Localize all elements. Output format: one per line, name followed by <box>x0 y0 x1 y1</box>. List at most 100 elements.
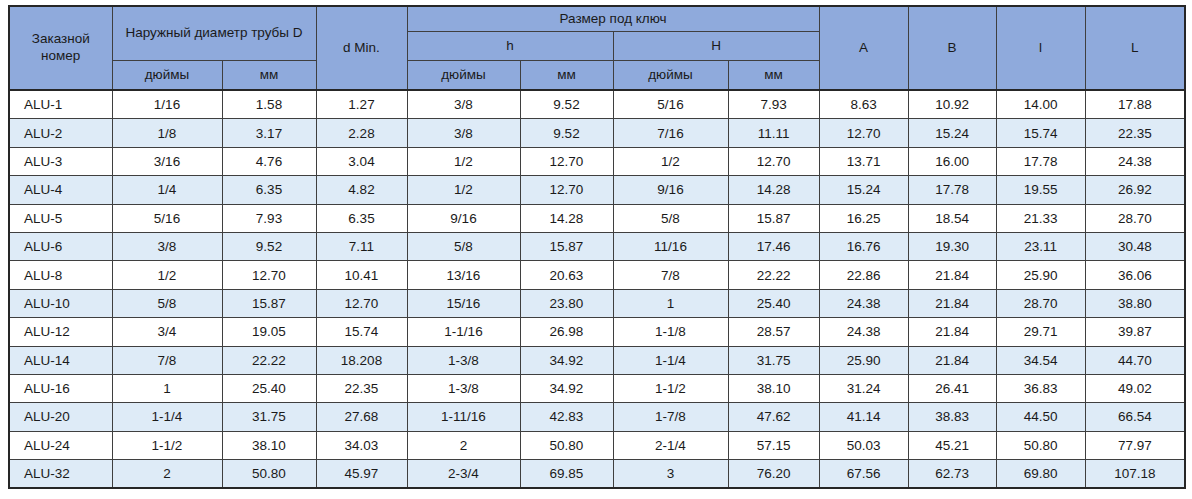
table-body: ALU-11/161.581.273/89.525/167.938.6310.9… <box>9 90 1185 488</box>
value-cell: 3/8 <box>407 119 520 147</box>
value-cell: 28.57 <box>728 318 819 346</box>
value-cell: 9.52 <box>222 232 316 260</box>
table-row: ALU-147/822.2218.2081-3/834.921-1/431.75… <box>9 346 1185 374</box>
table-row: ALU-32250.8045.972-3/469.85376.2067.5662… <box>9 460 1185 489</box>
value-cell: 7.93 <box>728 90 819 119</box>
value-cell: 21.84 <box>908 346 996 374</box>
value-cell: 10.92 <box>908 90 996 119</box>
table-row: ALU-33/164.763.041/212.701/212.7013.7116… <box>9 147 1185 175</box>
value-cell: 20.63 <box>520 261 613 289</box>
value-cell: 16.76 <box>819 232 908 260</box>
value-cell: 26.92 <box>1085 176 1185 204</box>
value-cell: 4.82 <box>316 176 407 204</box>
value-cell: 67.56 <box>819 460 908 489</box>
value-cell: 23.80 <box>520 289 613 317</box>
value-cell: 23.11 <box>996 232 1085 260</box>
value-cell: 25.90 <box>819 346 908 374</box>
order-number-cell: ALU-32 <box>9 460 112 489</box>
order-number-cell: ALU-10 <box>9 289 112 317</box>
value-cell: 12.70 <box>819 119 908 147</box>
value-cell: 11/16 <box>613 232 728 260</box>
value-cell: 44.70 <box>1085 346 1185 374</box>
page: Заказной номер Наружный диаметр трубы D … <box>0 0 1192 499</box>
value-cell: 15/16 <box>407 289 520 317</box>
value-cell: 3.17 <box>222 119 316 147</box>
value-cell: 34.03 <box>316 431 407 459</box>
table-row: ALU-63/89.527.115/815.8711/1617.4616.761… <box>9 232 1185 260</box>
value-cell: 10.41 <box>316 261 407 289</box>
value-cell: 66.54 <box>1085 403 1185 431</box>
value-cell: 12.70 <box>728 147 819 175</box>
value-cell: 16.00 <box>908 147 996 175</box>
table-row: ALU-21/83.172.283/89.527/1611.1112.7015.… <box>9 119 1185 147</box>
value-cell: 21.84 <box>908 289 996 317</box>
value-cell: 1 <box>613 289 728 317</box>
value-cell: 17.78 <box>996 147 1085 175</box>
value-cell: 13/16 <box>407 261 520 289</box>
value-cell: 1/8 <box>112 119 222 147</box>
value-cell: 2.28 <box>316 119 407 147</box>
order-number-cell: ALU-12 <box>9 318 112 346</box>
header-col-l-small: l <box>996 6 1085 90</box>
value-cell: 38.10 <box>222 431 316 459</box>
value-cell: 26.41 <box>908 374 996 402</box>
table-row: ALU-16125.4022.351-3/834.921-1/238.1031.… <box>9 374 1185 402</box>
value-cell: 2-3/4 <box>407 460 520 489</box>
table-row: ALU-241-1/238.1034.03250.802-1/457.1550.… <box>9 431 1185 459</box>
header-order-number: Заказной номер <box>9 6 112 90</box>
value-cell: 5/8 <box>613 204 728 232</box>
value-cell: 9.52 <box>520 119 613 147</box>
value-cell: 30.48 <box>1085 232 1185 260</box>
table-row: ALU-11/161.581.273/89.525/167.938.6310.9… <box>9 90 1185 119</box>
value-cell: 1 <box>112 374 222 402</box>
value-cell: 8.63 <box>819 90 908 119</box>
value-cell: 18.54 <box>908 204 996 232</box>
value-cell: 12.70 <box>316 289 407 317</box>
value-cell: 2 <box>112 460 222 489</box>
header-row-1: Заказной номер Наружный диаметр трубы D … <box>9 6 1185 32</box>
value-cell: 1.27 <box>316 90 407 119</box>
table-row: ALU-55/167.936.359/1614.285/815.8716.251… <box>9 204 1185 232</box>
value-cell: 27.68 <box>316 403 407 431</box>
table-row: ALU-81/212.7010.4113/1620.637/822.2222.8… <box>9 261 1185 289</box>
value-cell: 9.52 <box>520 90 613 119</box>
value-cell: 50.80 <box>996 431 1085 459</box>
value-cell: 19.05 <box>222 318 316 346</box>
value-cell: 5/16 <box>613 90 728 119</box>
value-cell: 9/16 <box>613 176 728 204</box>
order-number-cell: ALU-6 <box>9 232 112 260</box>
value-cell: 14.28 <box>520 204 613 232</box>
header-d-mm: мм <box>222 61 316 91</box>
value-cell: 1.58 <box>222 90 316 119</box>
value-cell: 1/2 <box>407 147 520 175</box>
value-cell: 5/16 <box>112 204 222 232</box>
value-cell: 22.22 <box>222 346 316 374</box>
value-cell: 6.35 <box>316 204 407 232</box>
value-cell: 15.24 <box>908 119 996 147</box>
value-cell: 2 <box>407 431 520 459</box>
value-cell: 62.73 <box>908 460 996 489</box>
value-cell: 1/2 <box>407 176 520 204</box>
value-cell: 26.98 <box>520 318 613 346</box>
value-cell: 17.78 <box>908 176 996 204</box>
value-cell: 22.35 <box>316 374 407 402</box>
value-cell: 28.70 <box>996 289 1085 317</box>
order-number-cell: ALU-24 <box>9 431 112 459</box>
value-cell: 11.11 <box>728 119 819 147</box>
header-hh-inches: дюймы <box>613 61 728 91</box>
value-cell: 17.46 <box>728 232 819 260</box>
value-cell: 14.00 <box>996 90 1085 119</box>
value-cell: 31.75 <box>222 403 316 431</box>
value-cell: 1-11/16 <box>407 403 520 431</box>
header-col-l-big: L <box>1085 6 1185 90</box>
order-number-cell: ALU-1 <box>9 90 112 119</box>
value-cell: 29.71 <box>996 318 1085 346</box>
value-cell: 38.10 <box>728 374 819 402</box>
value-cell: 44.50 <box>996 403 1085 431</box>
value-cell: 15.87 <box>222 289 316 317</box>
header-h-lower: h <box>407 32 613 61</box>
value-cell: 38.83 <box>908 403 996 431</box>
value-cell: 24.38 <box>1085 147 1185 175</box>
value-cell: 107.18 <box>1085 460 1185 489</box>
order-number-cell: ALU-14 <box>9 346 112 374</box>
